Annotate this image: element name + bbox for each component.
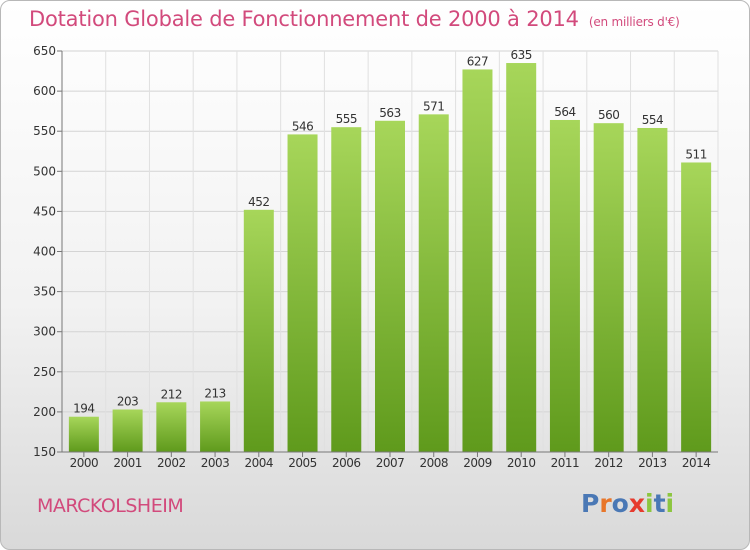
x-tick-label: 2002 [157, 456, 186, 470]
bar [681, 162, 712, 452]
bar [68, 416, 99, 452]
data-label: 627 [467, 54, 488, 68]
y-tick-label: 450 [33, 204, 56, 218]
x-tick-label: 2005 [288, 456, 317, 470]
data-label: 554 [642, 113, 663, 127]
bar [506, 63, 537, 452]
logo-letter: i [645, 489, 654, 518]
bar [331, 127, 362, 452]
x-tick-label: 2007 [376, 456, 405, 470]
y-tick-label: 550 [33, 124, 56, 138]
y-tick-label: 350 [33, 285, 56, 299]
x-tick-label: 2010 [507, 456, 536, 470]
data-label: 564 [554, 105, 575, 119]
data-label: 563 [379, 106, 400, 120]
bar [287, 134, 318, 452]
data-label: 213 [204, 386, 225, 400]
data-label: 452 [248, 195, 269, 209]
y-tick-label: 500 [33, 164, 56, 178]
x-tick-label: 2001 [113, 456, 142, 470]
data-label: 546 [292, 119, 313, 133]
unit-label: (en milliers d'€) [588, 15, 680, 29]
commune-name: MARCKOLSHEIM [37, 495, 184, 517]
logo-letter: P [581, 489, 600, 518]
bar [462, 69, 493, 453]
logo-letter: o [611, 489, 629, 518]
y-tick-label: 600 [33, 84, 56, 98]
chart-title: Dotation Globale de Fonctionnement de 20… [29, 7, 680, 31]
data-label: 194 [73, 402, 94, 416]
x-tick-label: 2003 [201, 456, 230, 470]
logo-letter: r [599, 489, 612, 518]
y-tick-label: 400 [33, 245, 56, 259]
y-tick-label: 200 [33, 405, 56, 419]
bar [549, 119, 580, 453]
x-tick-label: 2000 [70, 456, 99, 470]
bar [637, 127, 668, 452]
bar [375, 120, 405, 453]
data-label: 555 [336, 112, 357, 126]
proxiti-logo: Proxiti [581, 489, 674, 518]
x-tick-label: 2006 [332, 456, 361, 470]
data-label: 571 [423, 99, 444, 113]
title-text: Dotation Globale de Fonctionnement de 20… [29, 7, 579, 31]
bar [418, 114, 449, 452]
bar [243, 209, 274, 452]
y-tick-label: 150 [33, 445, 56, 459]
x-tick-label: 2009 [463, 456, 492, 470]
data-label: 212 [161, 387, 182, 401]
bar [593, 123, 624, 453]
x-tick-label: 2004 [245, 456, 274, 470]
x-tick-label: 2012 [594, 456, 623, 470]
x-tick-label: 2013 [638, 456, 667, 470]
bar [200, 401, 231, 452]
x-tick-label: 2011 [551, 456, 580, 470]
data-label: 203 [117, 394, 138, 408]
data-label: 635 [510, 48, 531, 62]
data-label: 511 [685, 147, 706, 161]
bar [112, 409, 143, 452]
logo-letter: x [628, 489, 645, 518]
x-tick-label: 2008 [419, 456, 448, 470]
bar [156, 402, 187, 452]
y-tick-label: 650 [33, 44, 56, 58]
logo-letter: i [665, 489, 675, 518]
y-tick-label: 300 [33, 325, 56, 339]
data-label: 560 [598, 108, 619, 122]
y-tick-label: 250 [33, 365, 56, 379]
x-tick-label: 2014 [682, 456, 711, 470]
logo-letter: t [653, 489, 666, 518]
